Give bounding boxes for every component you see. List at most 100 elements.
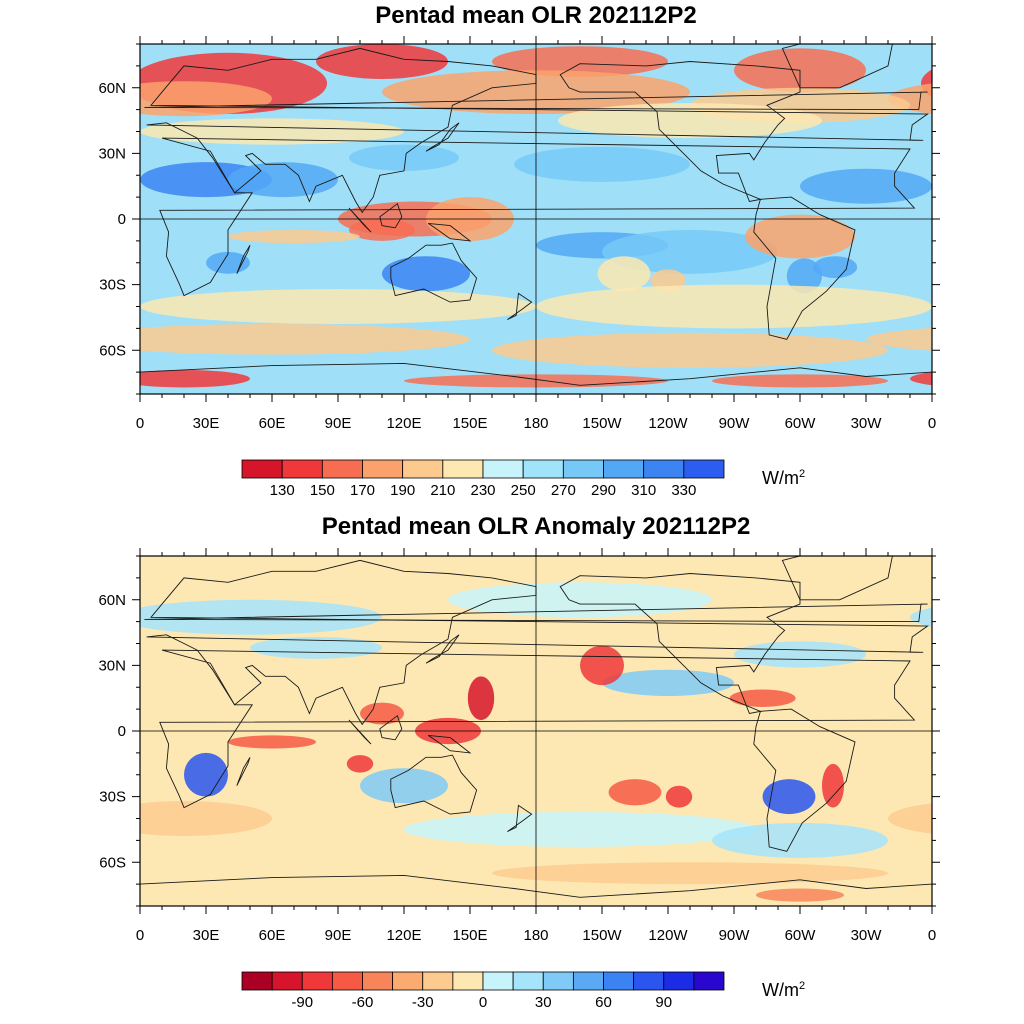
coastline <box>146 47 929 214</box>
field-contour <box>866 327 932 351</box>
lon-label: 90W <box>719 927 751 944</box>
lon-label: 0 <box>928 415 936 432</box>
lon-label: 150W <box>582 415 622 432</box>
lon-label: 180 <box>523 927 548 944</box>
lon-label: 60W <box>785 415 817 432</box>
field-contour <box>734 641 866 668</box>
field-contour <box>597 256 651 292</box>
field-contour <box>140 801 272 836</box>
coastline <box>753 708 856 852</box>
lon-label: 60E <box>259 927 286 944</box>
lon-label: 90E <box>325 927 352 944</box>
coastline <box>781 556 893 601</box>
field-contour <box>786 258 823 294</box>
colorbar-label: 210 <box>430 482 455 499</box>
colorbar-label: -60 <box>352 994 374 1011</box>
field-contour <box>729 689 796 707</box>
colorbar-swatch <box>603 459 645 479</box>
colorbar-swatch <box>422 971 454 991</box>
coastlines <box>0 44 1024 394</box>
coastline <box>159 649 916 809</box>
lon-label: 150E <box>452 415 487 432</box>
colorbar-label: -90 <box>291 994 313 1011</box>
field-contour <box>360 702 404 725</box>
colorbar-label: 310 <box>631 482 656 499</box>
coastline <box>140 874 932 906</box>
colorbar-swatch <box>392 971 424 991</box>
field-contour <box>467 676 495 721</box>
field-contour <box>492 862 888 885</box>
lon-label: 60W <box>785 927 817 944</box>
coastline <box>146 559 929 726</box>
bottom-colorbar-unit: W/m2 <box>762 980 806 1000</box>
field-contour <box>536 284 932 329</box>
coastline <box>427 222 472 242</box>
colorbar-swatch <box>572 971 604 991</box>
coastline <box>0 197 63 339</box>
colorbar-label: 250 <box>511 482 536 499</box>
coastline <box>0 62 8 202</box>
field-contour <box>910 607 932 627</box>
colorbar-swatch <box>663 971 695 991</box>
field-contour <box>602 669 734 696</box>
field-contour <box>762 779 816 815</box>
coastline <box>390 754 478 815</box>
top-panel-title: Pentad mean OLR 202112P2 <box>375 2 697 29</box>
colorbar: 130 150 170 190 210 230 250 270 290 310 330 <box>241 459 725 499</box>
coastline <box>952 650 1024 808</box>
coastline <box>931 883 932 906</box>
lat-label: 30N <box>98 145 126 162</box>
lat-label: 30S <box>99 789 126 806</box>
lon-label: 30W <box>851 415 883 432</box>
lon-label: 0 <box>928 927 936 944</box>
coastline <box>0 560 136 724</box>
coastline <box>0 48 136 212</box>
field-contour <box>228 162 338 198</box>
coastline <box>931 371 932 394</box>
field-contour <box>250 636 382 659</box>
colorbar-label: 330 <box>671 482 696 499</box>
coastline <box>753 196 856 340</box>
coastline <box>379 202 403 229</box>
colorbar-swatch <box>643 459 685 479</box>
colorbar-label: 0 <box>479 994 487 1011</box>
lon-label: 120E <box>386 415 421 432</box>
lat-label: 0 <box>118 211 126 228</box>
lat-label: 30N <box>98 657 126 674</box>
lat-label: 30S <box>99 277 126 294</box>
field-contour <box>712 822 888 858</box>
lon-label: 120W <box>648 415 688 432</box>
coastline <box>507 292 533 321</box>
field-contour <box>813 256 858 279</box>
lon-label: 30W <box>851 927 883 944</box>
colorbar-label: 90 <box>655 994 672 1011</box>
colorbar-swatch <box>542 971 574 991</box>
coastline <box>348 719 372 745</box>
field-contour <box>756 888 844 902</box>
coastline <box>559 573 801 715</box>
field-contour <box>514 146 690 182</box>
coastline <box>0 44 100 88</box>
colorbar-swatch <box>562 459 604 479</box>
coastline <box>939 48 1024 212</box>
colorbar-label: 170 <box>350 482 375 499</box>
map-panel-olr-anomaly: 60N 30N 0 30S 60S 0 30E 60E 90E 120E 150E 180 150W 12… <box>0 548 1024 1011</box>
colorbar-swatch <box>321 459 363 479</box>
coastline <box>140 362 932 394</box>
colorbar: -90 -60 -30 0 30 60 90 <box>241 971 725 1011</box>
colorbar-swatch <box>512 971 544 991</box>
coastline <box>140 371 141 394</box>
colorbar-swatch <box>633 971 665 991</box>
field-contour <box>608 779 662 806</box>
colorbar-label: -30 <box>412 994 434 1011</box>
field-contour <box>822 763 844 808</box>
field-contour <box>140 324 470 355</box>
field-contour <box>349 219 415 241</box>
coastline <box>425 634 460 664</box>
lon-label: 150E <box>452 927 487 944</box>
field-contour <box>712 374 888 388</box>
field-contour <box>140 289 536 324</box>
lon-label: 120W <box>648 927 688 944</box>
lon-label: 30E <box>193 415 220 432</box>
